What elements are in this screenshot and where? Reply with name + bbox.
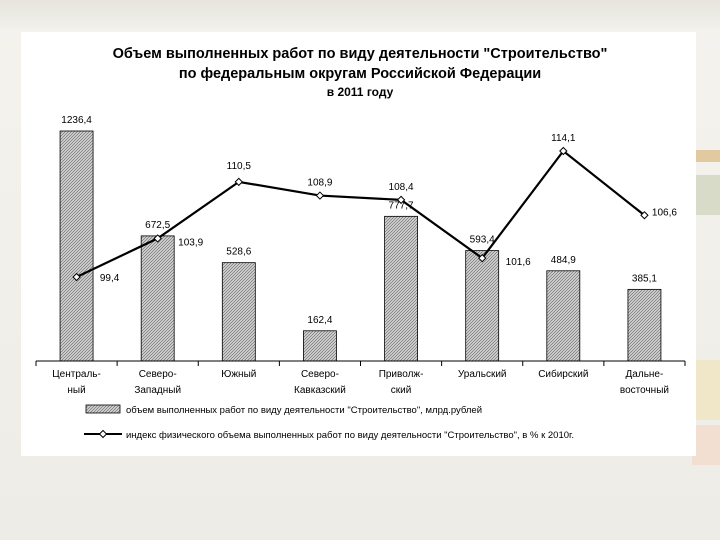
x-axis-category-label-line2: Кавказский: [294, 385, 346, 396]
bar: [59, 130, 94, 362]
slide-deco-stripe: [692, 360, 720, 420]
bar-series: [59, 130, 662, 362]
legend-bar-swatch: [85, 404, 121, 414]
line-data-label: 101,6: [506, 257, 531, 268]
x-axis-category-labels: Централь-ный Северо- Западный Южный Северо- К…: [52, 368, 669, 396]
bar-data-label: 1236,4: [61, 115, 92, 126]
x-axis-category-label: Дальне-: [626, 369, 664, 380]
line-point-marker: [640, 211, 649, 220]
x-axis-category-label: Северо-: [139, 369, 177, 380]
line-point-marker: [396, 195, 406, 205]
slide-top-band: [0, 0, 720, 30]
line-data-labels: 99,4 103,9 110,5 108,9 108,4 101,6 114,1 106,6: [100, 133, 678, 284]
x-axis-category-label-line2: ный: [67, 385, 85, 396]
index-line: [76, 149, 646, 278]
bar: [221, 262, 256, 362]
slide-deco-stripe: [692, 150, 720, 162]
line-data-label: 108,9: [307, 178, 332, 189]
bar-data-label: 672,5: [145, 220, 170, 231]
bar: [303, 330, 337, 362]
line-data-label: 103,9: [178, 237, 203, 248]
chart-title-line-2: по федеральным округам Российской Федера…: [179, 66, 541, 82]
line-series: [72, 146, 649, 282]
bar: [384, 215, 418, 362]
bar-data-label: 385,1: [632, 273, 657, 284]
chart-svg: Объем выполненных работ по виду деятельн…: [35, 46, 686, 441]
line-point-marker: [477, 253, 487, 263]
line-point-marker: [153, 234, 162, 243]
bar-data-label: 593,4: [470, 235, 495, 246]
legend-bar-label: объем выполненных работ по виду деятельн…: [126, 405, 482, 416]
x-axis-category-label: Южный: [221, 369, 256, 380]
line-point-marker: [315, 191, 325, 200]
x-axis-category-label-line2: восточный: [620, 385, 669, 396]
bar: [140, 235, 175, 362]
legend-line-marker: [98, 429, 108, 439]
bar-data-label: 777,7: [389, 200, 414, 211]
line-data-label: 110,5: [227, 161, 252, 172]
slide-deco-stripe: [692, 175, 720, 215]
line-point-marker: [559, 146, 568, 156]
line-data-label: 108,4: [389, 182, 414, 193]
chart-panel: Объем выполненных работ по виду деятельн…: [21, 32, 696, 456]
bar: [546, 270, 581, 362]
x-axis-category-label: Централь-: [52, 369, 101, 380]
bar: [465, 250, 500, 362]
line-data-label: 114,1: [551, 133, 576, 144]
x-axis-category-label-line2: Западный: [134, 385, 181, 396]
x-axis-category-label: Приволж-: [379, 369, 424, 380]
chart-title-line-1: Объем выполненных работ по виду деятельн…: [113, 46, 608, 62]
line-point-marker: [72, 272, 81, 282]
bar-data-label: 162,4: [307, 315, 332, 326]
bar-data-label: 528,6: [226, 247, 251, 258]
bar-data-label: 484,9: [551, 255, 576, 266]
bar-data-labels: 1236,4 672,5 528,6 162,4 777,7 593,4 484,9 385,…: [61, 115, 657, 326]
x-axis-ticks: [35, 361, 686, 366]
line-data-label: 99,4: [100, 273, 120, 284]
x-axis-category-label: Сибирский: [538, 368, 588, 380]
line-point-marker: [234, 177, 244, 187]
x-axis-category-label: Уральский: [458, 369, 507, 380]
chart-subtitle: в 2011 году: [327, 85, 394, 99]
legend: объем выполненных работ по виду деятельн…: [84, 404, 574, 441]
x-axis-category-label: Северо-: [301, 369, 339, 380]
legend-line-label: индекс физического объема выполненных ра…: [126, 430, 574, 441]
slide-deco-stripe: [692, 425, 720, 465]
x-axis-category-label-line2: ский: [391, 385, 412, 396]
bar: [627, 288, 662, 362]
line-data-label: 106,6: [652, 207, 677, 218]
